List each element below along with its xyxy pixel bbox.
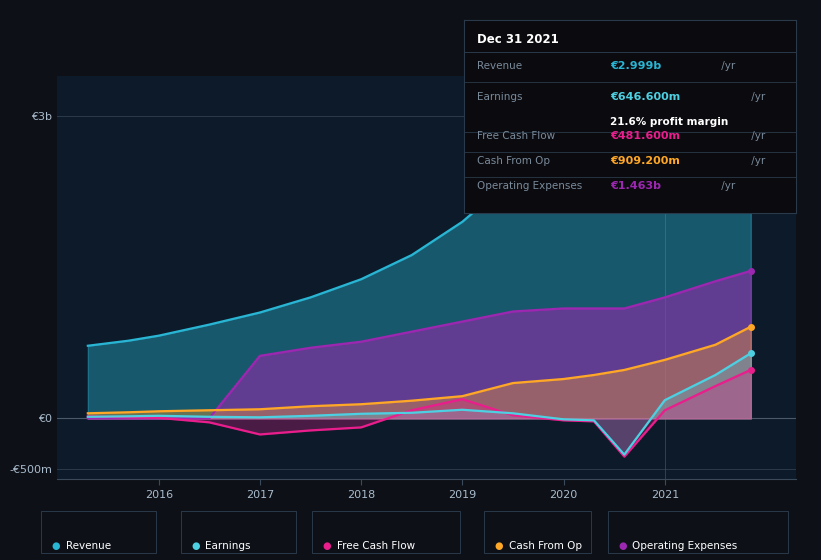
Text: Free Cash Flow: Free Cash Flow: [337, 541, 415, 551]
Text: 21.6% profit margin: 21.6% profit margin: [610, 117, 728, 127]
Text: ●: ●: [323, 541, 331, 551]
Text: €909.200m: €909.200m: [610, 156, 680, 166]
Text: €646.600m: €646.600m: [610, 92, 681, 102]
Text: /yr: /yr: [718, 181, 736, 191]
Text: ●: ●: [191, 541, 200, 551]
Text: Free Cash Flow: Free Cash Flow: [477, 130, 555, 141]
Text: Cash From Op: Cash From Op: [477, 156, 550, 166]
Text: /yr: /yr: [748, 156, 765, 166]
Text: Operating Expenses: Operating Expenses: [632, 541, 737, 551]
Text: Operating Expenses: Operating Expenses: [477, 181, 582, 191]
Text: /yr: /yr: [748, 92, 765, 102]
Text: Cash From Op: Cash From Op: [509, 541, 582, 551]
Text: €1.463b: €1.463b: [610, 181, 661, 191]
Text: €481.600m: €481.600m: [610, 130, 680, 141]
Text: Revenue: Revenue: [477, 61, 522, 71]
Text: ●: ●: [495, 541, 503, 551]
Text: Dec 31 2021: Dec 31 2021: [477, 33, 559, 46]
Text: Earnings: Earnings: [205, 541, 250, 551]
Text: /yr: /yr: [748, 130, 765, 141]
Text: Earnings: Earnings: [477, 92, 523, 102]
Text: ●: ●: [618, 541, 626, 551]
Text: ●: ●: [52, 541, 60, 551]
Text: /yr: /yr: [718, 61, 736, 71]
Text: €2.999b: €2.999b: [610, 61, 662, 71]
Text: Revenue: Revenue: [66, 541, 111, 551]
